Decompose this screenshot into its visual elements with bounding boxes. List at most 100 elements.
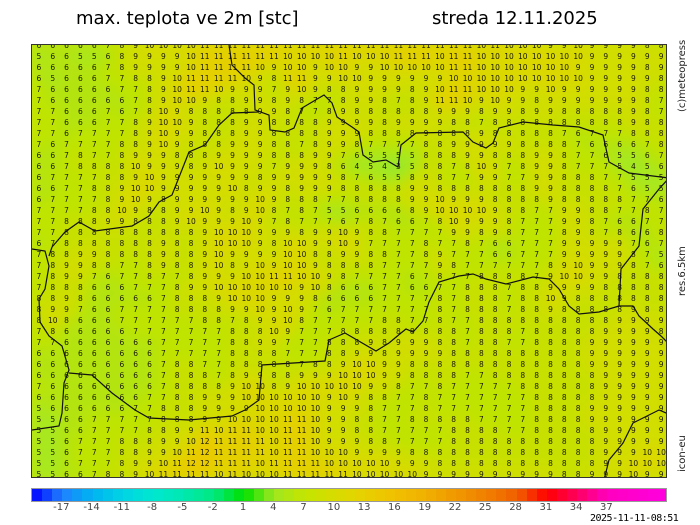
field-cell <box>571 370 587 383</box>
temperature-value: 8 <box>160 216 166 226</box>
temperature-value: 8 <box>188 150 194 160</box>
field-cell <box>419 183 434 196</box>
field-cell <box>294 271 310 284</box>
field-cell <box>515 194 531 207</box>
field-cell <box>322 45 338 53</box>
field-cell <box>322 216 338 229</box>
field-cell <box>460 469 476 477</box>
temperature-value: 11 <box>407 51 417 61</box>
field-cell <box>294 51 310 64</box>
field-cell <box>197 227 213 240</box>
field-cell <box>391 183 407 196</box>
field-cell <box>156 403 172 416</box>
field-cell <box>598 381 614 394</box>
field-cell <box>73 271 89 284</box>
field-cell <box>571 73 587 86</box>
temperature-value: 8 <box>437 139 443 149</box>
field-cell <box>128 260 144 273</box>
field-cell <box>446 403 462 416</box>
field-cell <box>446 45 462 53</box>
field-cell <box>543 150 559 163</box>
temperature-value: 7 <box>631 194 636 204</box>
field-cell <box>515 370 531 383</box>
field-cell <box>474 194 490 207</box>
temperature-value: 9 <box>243 172 249 182</box>
field-cell <box>267 348 282 361</box>
temperature-value: 10 <box>531 62 542 72</box>
field-cell <box>557 403 573 416</box>
temperature-value: 8 <box>603 117 609 127</box>
field-cell <box>363 84 379 97</box>
temperature-value: 9 <box>534 172 540 182</box>
temperature-value: 7 <box>91 128 97 138</box>
field-cell <box>280 73 296 86</box>
temperature-value: 9 <box>603 95 609 105</box>
temperature-value: 11 <box>324 44 335 50</box>
field-cell <box>350 436 365 449</box>
field-cell <box>225 45 241 53</box>
field-cell <box>654 337 666 350</box>
temperature-value: 8 <box>575 172 581 182</box>
field-cell <box>363 205 379 218</box>
temperature-value: 10 <box>476 84 487 94</box>
field-cell <box>502 139 517 152</box>
field-cell <box>571 227 587 240</box>
temperature-value: 6 <box>64 62 69 72</box>
field-cell <box>446 73 462 86</box>
field-cell <box>101 260 116 273</box>
field-cell <box>419 326 434 339</box>
temperature-value: 7 <box>658 216 664 226</box>
field-cell <box>640 359 656 372</box>
temperature-value: 8 <box>133 117 139 127</box>
temperature-value: 5 <box>644 183 650 193</box>
field-cell <box>128 414 144 427</box>
field-cell <box>419 403 434 416</box>
field-cell <box>405 249 421 262</box>
temperature-value: 8 <box>423 150 429 160</box>
field-cell <box>474 117 490 130</box>
field-cell <box>73 106 89 119</box>
temperature-value: 9 <box>243 84 249 94</box>
temperature-value: 9 <box>589 73 595 83</box>
temperature-value: 9 <box>147 62 152 72</box>
temperature-value: 8 <box>299 205 304 215</box>
field-cell <box>280 172 296 185</box>
field-cell <box>571 282 587 295</box>
temperature-value: 10 <box>393 62 404 72</box>
field-cell <box>32 447 47 460</box>
temperature-value: 6 <box>644 150 650 160</box>
field-cell <box>101 447 116 460</box>
field-cell <box>654 45 666 53</box>
field-cell <box>585 172 600 185</box>
field-cell <box>184 425 199 438</box>
temperature-value: 7 <box>658 150 664 160</box>
temperature-value: 7 <box>423 216 429 226</box>
field-cell <box>419 95 434 108</box>
temperature-value: 5 <box>36 51 42 61</box>
field-cell <box>308 260 324 273</box>
temperature-value: 9 <box>147 150 152 160</box>
field-cell <box>419 436 434 449</box>
field-cell <box>184 84 199 97</box>
temperature-value: 8 <box>299 194 304 204</box>
colorbar-bin <box>476 489 487 501</box>
field-cell <box>211 414 227 427</box>
temperature-value: 6 <box>36 194 42 204</box>
field-cell <box>197 414 213 427</box>
field-cell <box>87 260 103 273</box>
field-cell <box>571 359 587 372</box>
temperature-value: 9 <box>285 95 291 105</box>
field-cell <box>59 282 75 295</box>
field-cell <box>294 392 310 405</box>
temperature-value: 9 <box>478 95 484 105</box>
field-cell <box>515 425 531 438</box>
temperature-value: 8 <box>313 128 318 138</box>
colorbar-bin <box>657 489 666 501</box>
field-cell <box>419 425 434 438</box>
field-cell <box>253 469 269 477</box>
temperature-value: 9 <box>631 62 636 72</box>
field-cell <box>211 227 227 240</box>
field-cell <box>363 458 379 470</box>
field-cell <box>432 326 448 339</box>
field-cell <box>156 304 172 317</box>
